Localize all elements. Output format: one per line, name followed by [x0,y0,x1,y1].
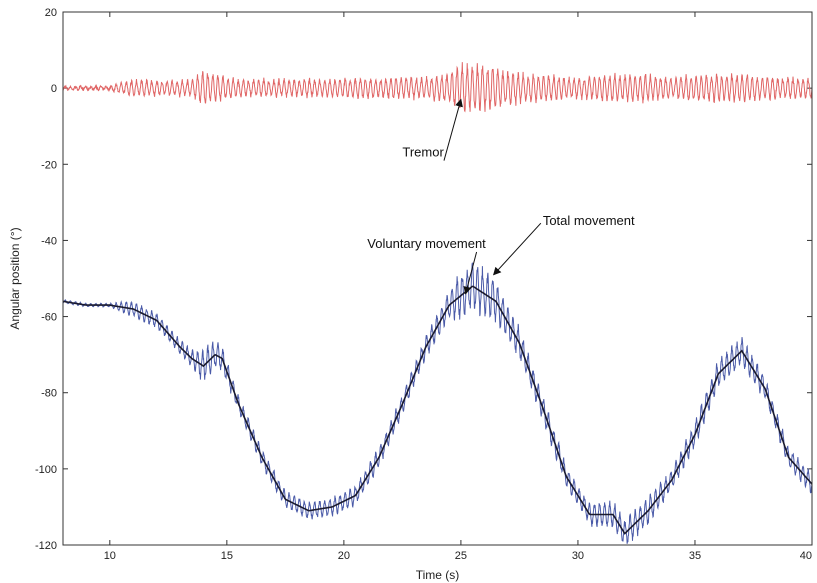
annotation-arrow [492,222,542,276]
y-axis-label: Angular position (°) [8,227,22,329]
x-tick-label: 35 [689,550,701,562]
x-tick-label: 25 [455,550,467,562]
total-movement-series-line [62,262,813,544]
y-tick-label: 20 [45,7,57,19]
x-tick-label: 30 [572,550,584,562]
y-tick-label: -20 [41,159,57,171]
annotation-arrow [443,98,463,161]
x-tick-label: 20 [338,550,350,562]
x-tick-label: 15 [221,550,233,562]
x-tick-label: 10 [104,550,116,562]
y-tick-label: -80 [41,388,57,400]
plot-area [62,62,813,544]
x-tick-label: 40 [800,550,812,562]
y-tick-label: -60 [41,312,57,324]
annotations: Tremor Voluntary movement Total movement [367,98,635,295]
y-tick-label: -40 [41,235,57,247]
annotation-label: Voluntary movement [367,236,486,251]
tremor-series-line [62,62,813,113]
x-axis-label: Time (s) [416,568,460,582]
annotation-label: Tremor [402,145,444,160]
annotation-arrow [463,251,478,295]
x-axis-ticks: 10 15 20 25 30 35 40 [104,12,813,562]
y-tick-label: -120 [35,540,57,552]
annotation-label: Total movement [543,213,635,228]
y-tick-label: 0 [51,83,57,95]
y-axis-ticks: 20 0 -20 -40 -60 -80 -100 -120 [35,7,812,552]
y-tick-label: -100 [35,464,57,476]
plot-frame [62,11,813,546]
voluntary-movement-series-line [62,285,813,535]
